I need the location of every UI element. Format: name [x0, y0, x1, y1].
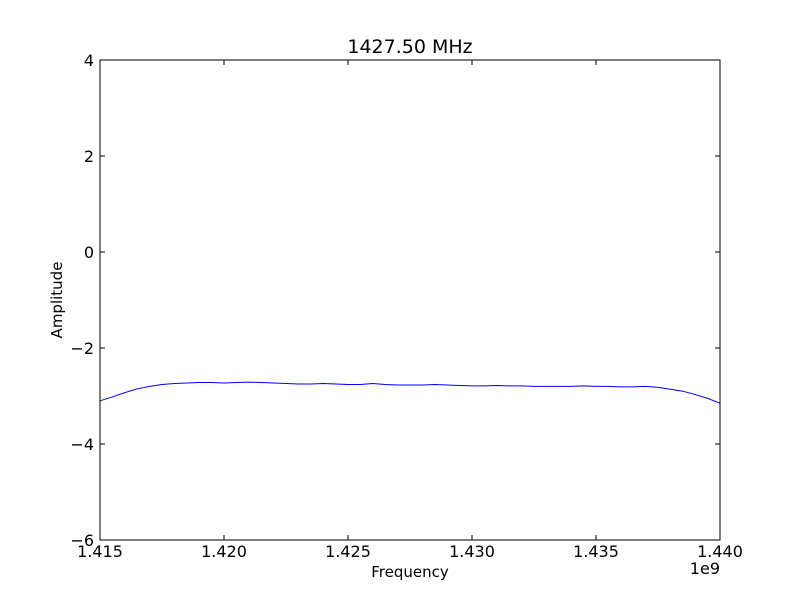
- x-offset-label: 1e9: [690, 559, 720, 578]
- x-tick-label: 1.415: [77, 542, 123, 561]
- x-tick-label: 1.435: [573, 542, 619, 561]
- x-axis-label: Frequency: [371, 563, 449, 581]
- x-tick-label: 1.430: [449, 542, 495, 561]
- y-tick-label: −4: [70, 435, 94, 454]
- plot-background: [100, 60, 720, 540]
- y-tick-label: 4: [84, 51, 94, 70]
- series-line: [99, 381, 721, 404]
- y-axis-label: Amplitude: [48, 262, 66, 339]
- y-tick-label: −2: [70, 339, 94, 358]
- plot-frame: [99, 59, 721, 541]
- y-tick-label: −6: [70, 531, 94, 550]
- x-axis-ticks: 1.415 1.420 1.425 1.430 1.435 1.440: [77, 60, 743, 561]
- x-tick-label: 1.440: [697, 542, 743, 561]
- chart-title: 1427.50 MHz: [347, 36, 472, 58]
- y-tick-label: 2: [84, 147, 94, 166]
- y-tick-label: 0: [84, 243, 94, 262]
- x-tick-label: 1.425: [325, 542, 371, 561]
- x-tick-label: 1.420: [201, 542, 247, 561]
- y-axis-ticks: −6 −4 −2 0 2 4: [70, 51, 720, 550]
- series-layer: [99, 381, 721, 404]
